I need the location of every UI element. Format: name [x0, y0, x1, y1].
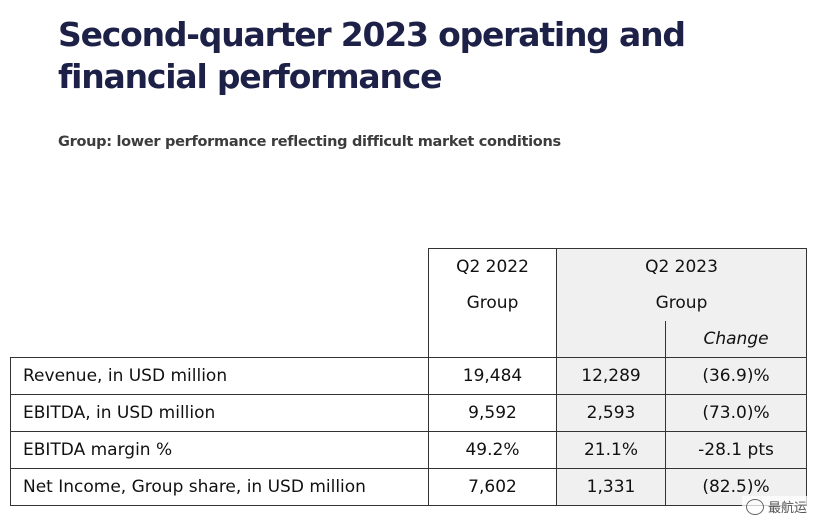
- page-title: Second-quarter 2023 operating and financ…: [58, 15, 686, 96]
- table-row: Net Income, Group share, in USD million …: [10, 468, 807, 506]
- table-row: Revenue, in USD million 19,484 12,289 (3…: [10, 357, 807, 395]
- header-q2-2023-year: Q2 2023: [556, 248, 807, 285]
- header-q2-2022-group: Group: [428, 285, 557, 321]
- cell-q2-2023: 2,593: [556, 394, 666, 432]
- table-row: EBITDA, in USD million 9,592 2,593 (73.0…: [10, 394, 807, 432]
- table-row: EBITDA margin % 49.2% 21.1% -28.1 pts: [10, 431, 807, 469]
- performance-table: Q2 2022 Q2 2023 Group Group Change Reven…: [10, 248, 807, 506]
- watermark: 最航运: [741, 496, 811, 517]
- page-subtitle: Group: lower performance reflecting diff…: [58, 134, 561, 150]
- row-label: EBITDA, in USD million: [10, 394, 429, 432]
- cell-q2-2022: 7,602: [428, 468, 557, 506]
- cell-change: (73.0)%: [665, 394, 807, 432]
- cell-q2-2022: 49.2%: [428, 431, 557, 469]
- row-label: Revenue, in USD million: [10, 357, 429, 395]
- row-label: Net Income, Group share, in USD million: [10, 468, 429, 506]
- cell-change: -28.1 pts: [665, 431, 807, 469]
- header-q2-2023-group: Group: [556, 285, 807, 321]
- cell-q2-2022: 9,592: [428, 394, 557, 432]
- cell-q2-2023: 21.1%: [556, 431, 666, 469]
- wechat-icon: [745, 498, 764, 515]
- cell-change: (36.9)%: [665, 357, 807, 395]
- header-change: Change: [665, 321, 807, 358]
- cell-q2-2023: 12,289: [556, 357, 666, 395]
- cell-q2-2022: 19,484: [428, 357, 557, 395]
- row-label: EBITDA margin %: [10, 431, 429, 469]
- watermark-text: 最航运: [767, 500, 807, 515]
- cell-q2-2023: 1,331: [556, 468, 666, 506]
- header-q2-2022-year: Q2 2022: [428, 248, 557, 285]
- table-corner: [11, 249, 429, 286]
- cell-change: (82.5)%: [665, 468, 807, 506]
